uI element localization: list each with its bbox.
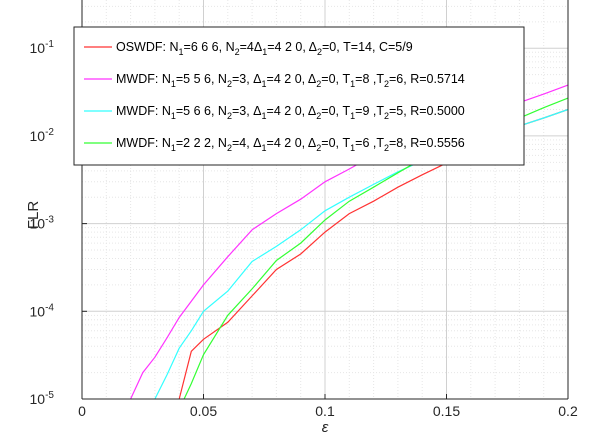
y-tick-label: 10-2 [30, 127, 55, 144]
x-tick-label: 0 [78, 403, 86, 419]
legend-entry-2: MWDF: N1=5 5 6, N2=3, Δ1=4 2 0, Δ2=0, T1… [116, 72, 465, 89]
x-tick-label: 0.15 [433, 403, 460, 419]
x-tick-label: 0.1 [315, 403, 335, 419]
y-tick-label: 10-1 [30, 39, 55, 56]
x-axis-label: ε [322, 419, 329, 436]
legend-entry-4: MWDF: N1=2 2 2, N2=4, Δ1=4 2 0, Δ2=0, T1… [116, 136, 465, 153]
y-tick-label: 10-5 [30, 390, 55, 407]
x-tick-label: 0.2 [558, 403, 578, 419]
legend-box [73, 26, 525, 166]
x-tick-label: 0.05 [190, 403, 217, 419]
y-tick-label: 10-3 [30, 215, 55, 232]
legend-entry-1: OSWDF: N1=6 6 6, N2=4Δ1=4 2 0, Δ2=0, T=1… [116, 40, 413, 57]
y-axis-label: FLR [25, 201, 42, 230]
legend-entry-3: MWDF: N1=5 6 6, N2=3, Δ1=4 2 0, Δ2=0, T1… [116, 104, 465, 121]
legend: OSWDF: N1=6 6 6, N2=4Δ1=4 2 0, Δ2=0, T=1… [73, 26, 525, 166]
y-tick-label: 10-4 [30, 302, 55, 319]
